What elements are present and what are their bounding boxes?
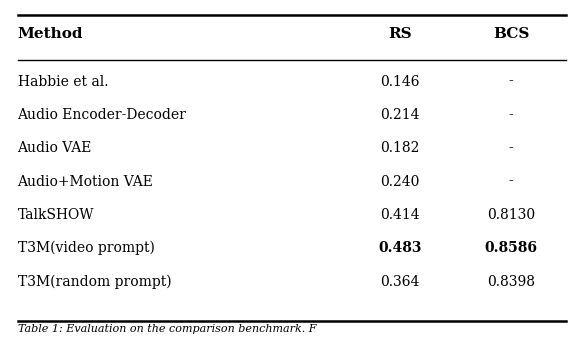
Text: Audio+Motion VAE: Audio+Motion VAE: [18, 174, 154, 189]
Text: -: -: [509, 108, 513, 122]
Text: Method: Method: [18, 27, 83, 41]
Text: -: -: [509, 74, 513, 89]
Text: BCS: BCS: [493, 27, 529, 41]
Text: -: -: [509, 174, 513, 189]
Text: RS: RS: [388, 27, 412, 41]
Text: 0.8586: 0.8586: [485, 241, 537, 255]
Text: 0.8398: 0.8398: [487, 274, 535, 289]
Text: 0.214: 0.214: [380, 108, 420, 122]
Text: Table 1: Evaluation on the comparison benchmark. F: Table 1: Evaluation on the comparison be…: [18, 324, 316, 334]
Text: 0.364: 0.364: [380, 274, 420, 289]
Text: T3M(video prompt): T3M(video prompt): [18, 241, 154, 255]
Text: 0.240: 0.240: [380, 174, 420, 189]
Text: -: -: [509, 141, 513, 155]
Text: Audio Encoder-Decoder: Audio Encoder-Decoder: [18, 108, 186, 122]
Text: 0.483: 0.483: [378, 241, 422, 255]
Text: 0.414: 0.414: [380, 208, 420, 222]
Text: T3M(random prompt): T3M(random prompt): [18, 274, 171, 289]
Text: 0.182: 0.182: [380, 141, 420, 155]
Text: 0.146: 0.146: [380, 74, 420, 89]
Text: Audio VAE: Audio VAE: [18, 141, 92, 155]
Text: TalkSHOW: TalkSHOW: [18, 208, 94, 222]
Text: 0.8130: 0.8130: [487, 208, 535, 222]
Text: Habbie et al.: Habbie et al.: [18, 74, 108, 89]
